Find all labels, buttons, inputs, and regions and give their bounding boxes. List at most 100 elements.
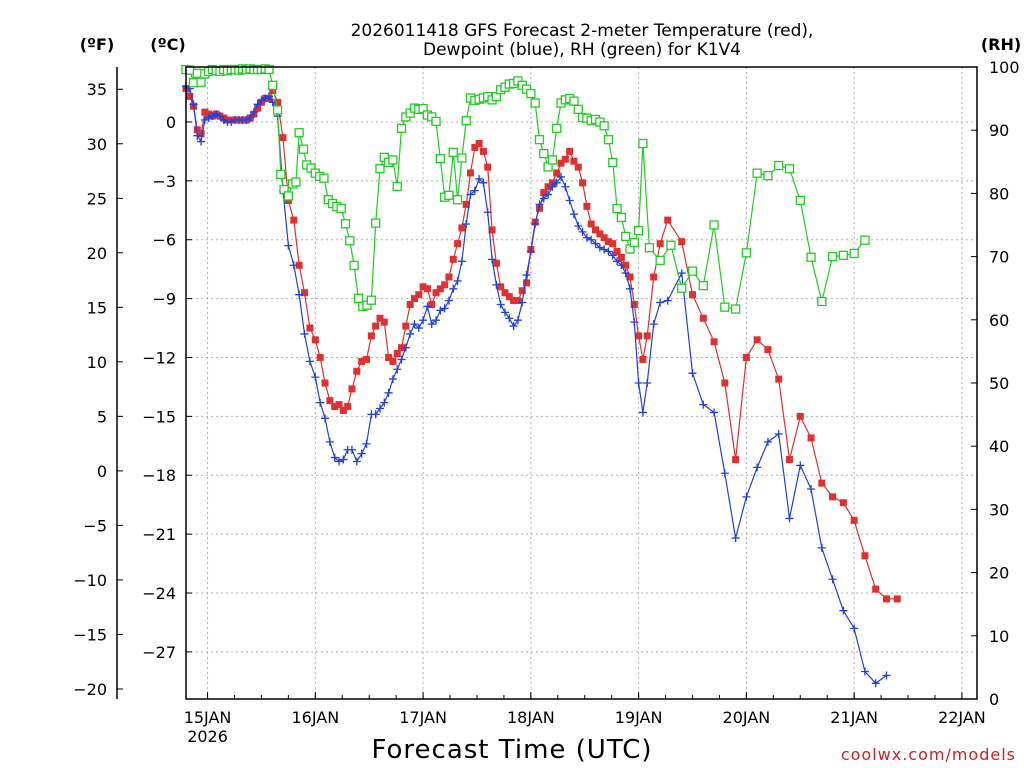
fahrenheit-tick-label: −5: [83, 516, 107, 535]
dewpoint-point: [200, 115, 209, 124]
dewpoint-point: [634, 379, 643, 387]
dewpoint-point: [742, 492, 751, 501]
dewpoint-point: [699, 400, 708, 409]
temperature-point: [609, 240, 617, 248]
temperature-point: [353, 367, 361, 375]
rh-point: [552, 123, 562, 133]
rh-point: [633, 226, 644, 236]
fahrenheit-tick-label: 20: [87, 244, 107, 263]
dewpoint-point: [347, 445, 356, 454]
temperature-point: [385, 353, 393, 361]
dewpoint-point: [785, 514, 794, 523]
rh-point: [730, 304, 741, 314]
rh-point: [388, 155, 398, 165]
celsius-tick-label: −12: [142, 348, 176, 367]
dewpoint-point: [796, 461, 805, 470]
dewpoint-point: [643, 379, 652, 387]
dewpoint-point: [492, 280, 501, 289]
dewpoint-point: [625, 284, 634, 293]
temperature-point: [596, 230, 604, 238]
temperature-point: [656, 240, 664, 248]
x-tick-year-label: 2026: [187, 727, 228, 746]
fahrenheit-tick-label: −15: [73, 625, 107, 644]
dewpoint-point: [295, 290, 304, 299]
dewpoint-point: [604, 247, 613, 256]
rh-point: [539, 148, 549, 159]
x-tick-label: 20JAN: [723, 708, 771, 727]
temperature-point: [269, 87, 277, 95]
rh-point: [345, 236, 355, 246]
dewpoint-point: [539, 194, 548, 203]
dewpoint-point: [401, 343, 410, 352]
rh-point: [849, 248, 859, 259]
rh-point: [720, 302, 730, 312]
temperature-point: [510, 297, 518, 305]
dewpoint-point: [656, 298, 665, 307]
dewpoint-point: [410, 320, 419, 329]
temperature-point: [186, 92, 194, 100]
x-tick-label: 17JAN: [399, 708, 447, 727]
dewpoint-point: [488, 255, 497, 264]
rh-point: [677, 283, 687, 293]
fahrenheit-tick-label: −20: [73, 680, 107, 699]
fahrenheit-unit-label: (ºF): [80, 35, 115, 54]
fahrenheit-tick-label: 15: [87, 298, 107, 317]
dewpoint-point: [208, 112, 217, 121]
rh-tick-label: 70: [989, 248, 1009, 267]
temperature-point: [553, 169, 561, 177]
dewpoint-point: [249, 108, 258, 117]
dewpoint-point: [817, 543, 826, 552]
temperature-point: [807, 434, 815, 442]
dewpoint-point: [807, 484, 816, 493]
temperature-point: [358, 357, 366, 365]
temperature-point: [316, 353, 324, 361]
dewpoint-point: [462, 220, 471, 229]
dewpoint-point: [261, 94, 270, 103]
rh-point: [741, 248, 752, 258]
temperature-point: [484, 163, 492, 171]
celsius-tick-label: −18: [142, 466, 176, 485]
temperature-point: [410, 295, 418, 303]
temperature-point: [372, 322, 380, 330]
dewpoint-point: [204, 114, 213, 123]
temperature-point: [306, 324, 314, 332]
rh-point: [616, 212, 627, 223]
dewpoint-point: [423, 302, 432, 311]
dewpoint-point: [630, 318, 639, 327]
temperature-point: [339, 406, 347, 414]
temperature-point: [449, 255, 457, 263]
temperature-point: [796, 412, 804, 420]
temperature-point: [363, 355, 371, 363]
x-tick-label: 16JAN: [291, 708, 339, 727]
x-tick-label: 19JAN: [615, 708, 663, 727]
temperature-point: [445, 273, 453, 281]
dewpoint-point: [479, 178, 488, 187]
temperature-point: [872, 585, 880, 593]
temperature-point: [622, 261, 630, 269]
dewpoint-point: [362, 439, 371, 448]
dewpoint-point: [470, 186, 479, 195]
rh-point: [448, 147, 458, 157]
temperature-point: [540, 189, 548, 197]
rh-point: [838, 250, 849, 260]
dewpoint-point: [608, 251, 617, 260]
temperature-point: [785, 456, 793, 464]
temperature-point: [415, 291, 423, 299]
temperature-point: [454, 240, 462, 248]
dewpoint-point: [384, 388, 393, 397]
temperature-point: [380, 318, 388, 326]
rh-point: [569, 96, 579, 106]
rh-point: [276, 169, 286, 180]
temperature-point: [592, 226, 600, 234]
temperature-point: [579, 179, 587, 187]
rh-point: [763, 171, 773, 181]
temperature-point: [710, 338, 718, 346]
dewpoint-point: [375, 404, 384, 413]
temperature-point: [389, 357, 397, 365]
rh-tick-label: 20: [989, 564, 1009, 583]
temperature-point: [574, 163, 582, 171]
dewpoint-point: [548, 182, 557, 191]
dewpoint-point: [649, 320, 658, 329]
dewpoint-point: [500, 308, 509, 317]
dewpoint-point: [582, 233, 591, 242]
